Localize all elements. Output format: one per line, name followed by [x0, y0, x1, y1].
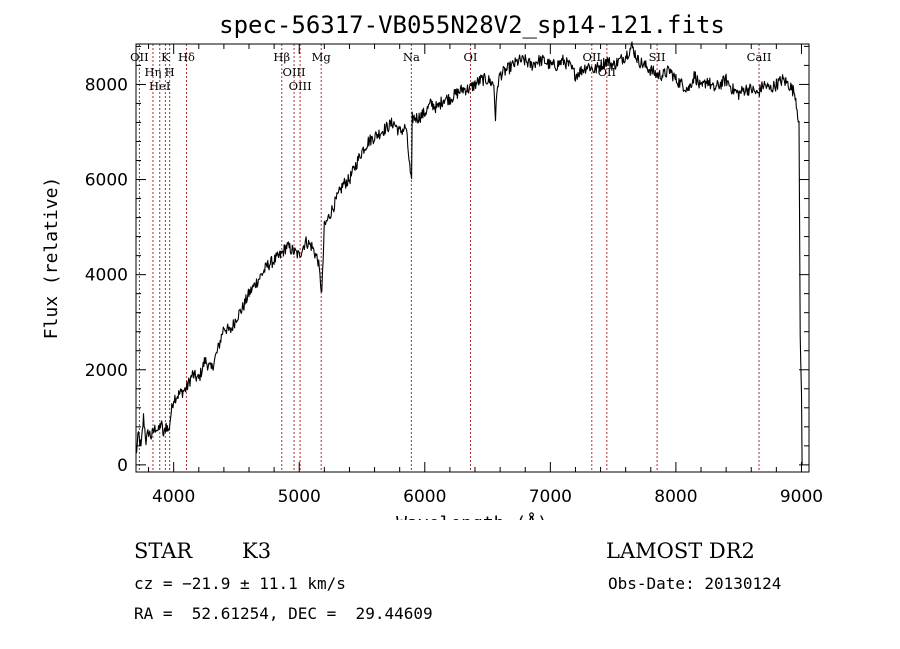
survey-name: LAMOST DR2 — [606, 539, 755, 563]
spectrum-series — [135, 41, 803, 466]
redshift-readout: cz = −21.9 ± 11.1 km/s — [134, 574, 346, 593]
spectral-line-label: HeI — [149, 79, 170, 93]
observation-date: Obs-Date: 20130124 — [608, 574, 782, 593]
spectral-line-label: OIII — [283, 65, 306, 79]
spectral-line-label: K — [161, 50, 170, 64]
spectral-line-label: Hβ — [273, 50, 290, 64]
spectral-line-label: H — [165, 65, 175, 79]
spectral-line-label: Na — [403, 50, 420, 64]
y-tick-label: 4000 — [85, 266, 128, 286]
object-class: STAR — [134, 539, 193, 563]
x-tick-label: 4000 — [152, 487, 195, 507]
plot-frame — [135, 43, 810, 473]
y-tick-label: 6000 — [85, 171, 128, 191]
spectrum-chart: spec-56317-VB055N28V2_sp14-121.fits OIIH… — [41, 11, 823, 520]
spectral-line-label: Mg — [312, 50, 332, 64]
x-axis-label: Wavelength (Å) — [396, 512, 548, 520]
spectral-line-label: CaII — [747, 50, 772, 64]
y-tick-label: 8000 — [85, 75, 128, 95]
spectral-line-label: OIII — [289, 79, 312, 93]
x-tick-label: 6000 — [403, 487, 446, 507]
spectral-line-markers — [138, 44, 760, 472]
axis-ticks: 4000 5000 6000 7000 8000 9000 0 2000 4000 6000 800… — [85, 44, 823, 507]
x-tick-label: 5000 — [278, 487, 321, 507]
spectrum-line — [135, 41, 803, 466]
chart-title: spec-56317-VB055N28V2_sp14-121.fits — [219, 11, 725, 39]
object-subclass: K3 — [242, 539, 272, 563]
spectral-line-label: Hη — [144, 65, 161, 79]
coordinates-readout: RA = 52.61254, DEC = 29.44609 — [134, 604, 433, 623]
spectral-line-label: SII — [649, 50, 666, 64]
y-tick-label: 2000 — [85, 361, 128, 381]
x-tick-label: 8000 — [654, 487, 697, 507]
spectral-line-label: OII — [130, 50, 149, 64]
spectral-line-label: Hδ — [178, 50, 195, 64]
x-tick-label: 7000 — [529, 487, 572, 507]
y-axis-label: Flux (relative) — [41, 177, 62, 340]
x-tick-label: 9000 — [780, 487, 823, 507]
spectral-line-label: OI — [463, 50, 477, 64]
y-tick-label: 0 — [117, 456, 128, 476]
spectral-line-label: OII — [583, 50, 602, 64]
